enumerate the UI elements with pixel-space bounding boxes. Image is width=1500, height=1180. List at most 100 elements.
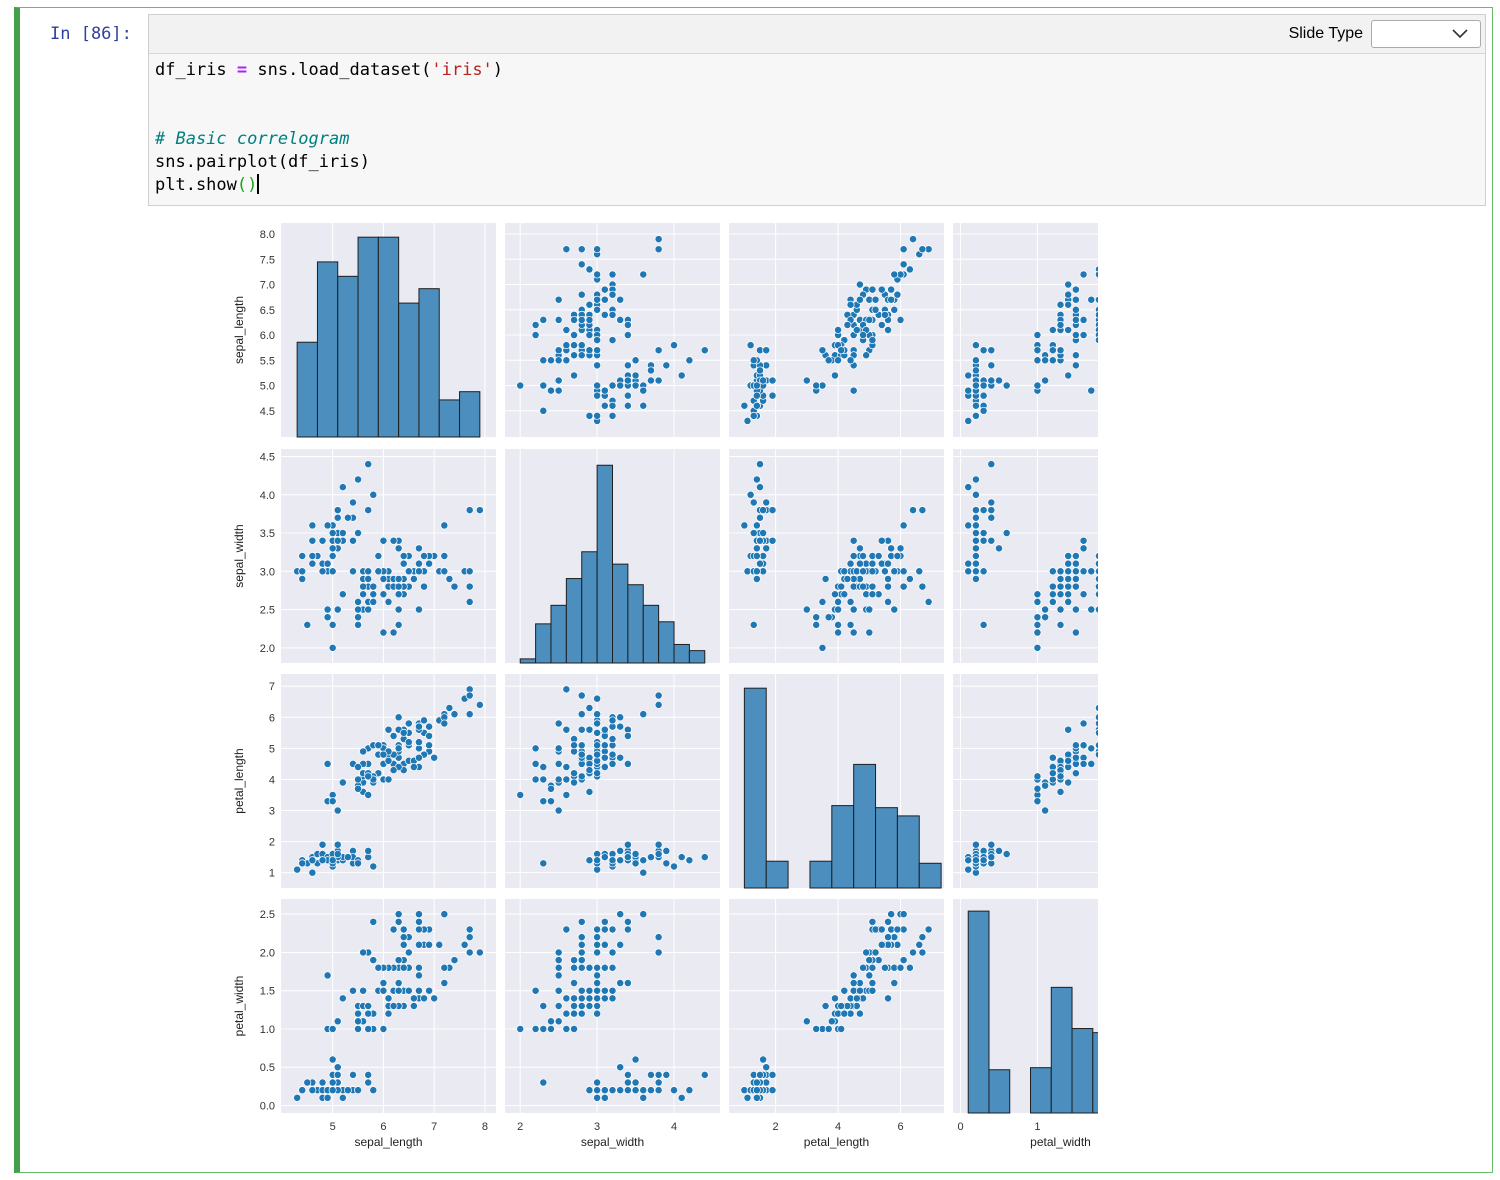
scatter-point bbox=[899, 582, 908, 591]
y-tick-label: 5 bbox=[269, 743, 275, 755]
scatter-point bbox=[369, 1086, 378, 1095]
scatter-point bbox=[1079, 270, 1088, 279]
scatter-point bbox=[415, 963, 423, 972]
scatter-point bbox=[570, 769, 579, 778]
scatter-point bbox=[979, 856, 988, 865]
scatter-point bbox=[887, 285, 896, 294]
subplot-petal_length-vs-petal_length bbox=[729, 674, 944, 889]
scatter-point bbox=[759, 529, 768, 537]
scatter-point bbox=[762, 346, 771, 355]
scatter-point bbox=[364, 1078, 373, 1087]
scatter-point bbox=[349, 536, 357, 545]
scatter-point bbox=[859, 567, 867, 576]
scatter-point bbox=[1094, 575, 1098, 583]
slide-type-select[interactable] bbox=[1371, 20, 1481, 48]
scatter-point bbox=[570, 1002, 579, 1010]
scatter-point bbox=[824, 613, 833, 622]
scatter-point bbox=[987, 361, 996, 370]
scatter-point bbox=[616, 1086, 625, 1095]
scatter-point bbox=[1094, 750, 1098, 759]
scatter-point bbox=[616, 856, 625, 865]
scatter-point bbox=[585, 704, 594, 712]
scatter-point bbox=[593, 728, 602, 737]
scatter-point bbox=[1094, 582, 1098, 591]
scatter-point bbox=[662, 1070, 671, 1079]
code-editor[interactable]: Slide Type df_iris = sns.load_dataset('i… bbox=[148, 14, 1486, 206]
scatter-point bbox=[964, 856, 973, 865]
scatter-point bbox=[585, 315, 594, 324]
scatter-point bbox=[562, 791, 571, 799]
histogram-bar bbox=[765, 860, 789, 889]
scatter-point bbox=[1048, 753, 1057, 762]
y-tick-label: 2 bbox=[269, 837, 275, 849]
scatter-point bbox=[1087, 605, 1096, 614]
histogram-bar bbox=[896, 815, 920, 889]
scatter-point bbox=[654, 850, 663, 858]
scatter-point bbox=[877, 536, 886, 545]
y-tick-label: 4.5 bbox=[260, 452, 275, 464]
scatter-point bbox=[654, 691, 663, 700]
scatter-point bbox=[384, 597, 393, 606]
scatter-point bbox=[909, 235, 917, 244]
scatter-point bbox=[752, 575, 761, 583]
scatter-point bbox=[516, 381, 525, 390]
scatter-point bbox=[600, 940, 609, 949]
scatter-point bbox=[389, 731, 398, 740]
scatter-point bbox=[394, 713, 403, 722]
scatter-point bbox=[1048, 582, 1057, 591]
scatter-point bbox=[333, 513, 342, 522]
scatter-point bbox=[1064, 559, 1073, 568]
scatter-point bbox=[323, 613, 332, 622]
scatter-point bbox=[1071, 285, 1080, 294]
scatter-point bbox=[918, 245, 927, 254]
scatter-point bbox=[631, 859, 640, 868]
scatter-point bbox=[964, 865, 973, 874]
scatter-point bbox=[600, 763, 609, 771]
code-text[interactable]: df_iris = sns.load_dataset('iris') # Basi… bbox=[155, 59, 503, 197]
scatter-point bbox=[1094, 552, 1098, 560]
scatter-point bbox=[369, 590, 378, 599]
scatter-point bbox=[333, 840, 342, 849]
scatter-point bbox=[450, 956, 459, 965]
scatter-point bbox=[877, 940, 886, 949]
scatter-point bbox=[1064, 300, 1073, 309]
code-cell[interactable] bbox=[14, 7, 1493, 1173]
scatter-point bbox=[1064, 567, 1073, 576]
scatter-point bbox=[1033, 381, 1042, 390]
scatter-point bbox=[865, 315, 874, 324]
scatter-point bbox=[746, 341, 755, 350]
scatter-point bbox=[328, 1055, 337, 1064]
scatter-point bbox=[654, 840, 663, 849]
scatter-point bbox=[450, 582, 459, 591]
scatter-point bbox=[837, 582, 846, 591]
y-tick-label: 2.0 bbox=[260, 947, 275, 959]
scatter-point bbox=[608, 270, 617, 279]
x-axis-label: sepal_width bbox=[581, 1135, 644, 1149]
scatter-point bbox=[1033, 643, 1042, 652]
subplot-petal_length-vs-sepal_width bbox=[505, 674, 720, 888]
scatter-point bbox=[995, 846, 1003, 855]
histogram-bar bbox=[337, 275, 359, 438]
scatter-point bbox=[593, 346, 602, 355]
scatter-point bbox=[1079, 536, 1088, 545]
scatter-point bbox=[859, 582, 867, 591]
histogram-bar bbox=[627, 584, 644, 664]
scatter-point bbox=[1064, 280, 1073, 289]
scatter-point bbox=[662, 361, 671, 370]
scatter-point bbox=[623, 361, 632, 370]
scatter-point bbox=[415, 544, 423, 553]
scatter-point bbox=[570, 1009, 579, 1018]
scatter-point bbox=[1087, 759, 1096, 768]
scatter-point bbox=[623, 979, 632, 987]
scatter-point bbox=[871, 295, 880, 304]
scatter-point bbox=[608, 1086, 617, 1095]
scatter-point bbox=[964, 386, 973, 395]
scatter-point bbox=[333, 806, 342, 815]
scatter-point bbox=[404, 986, 413, 995]
scatter-point bbox=[554, 356, 563, 365]
scatter-point bbox=[593, 925, 602, 934]
scatter-point bbox=[818, 597, 827, 606]
scatter-point bbox=[593, 948, 602, 957]
scatter-point bbox=[577, 710, 586, 719]
scatter-point bbox=[1064, 756, 1073, 765]
